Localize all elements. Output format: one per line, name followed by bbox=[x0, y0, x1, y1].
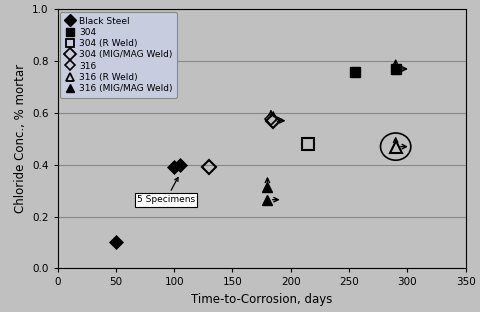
X-axis label: Time-to-Corrosion, days: Time-to-Corrosion, days bbox=[191, 293, 332, 306]
Text: 5 Specimens: 5 Specimens bbox=[137, 178, 195, 204]
Y-axis label: Chloride Conc., % mortar: Chloride Conc., % mortar bbox=[13, 64, 26, 213]
Legend: Black Steel, 304, 304 (R Weld), 304 (MIG/MAG Weld), 316, 316 (R Weld), 316 (MIG/: Black Steel, 304, 304 (R Weld), 304 (MIG… bbox=[60, 12, 177, 98]
